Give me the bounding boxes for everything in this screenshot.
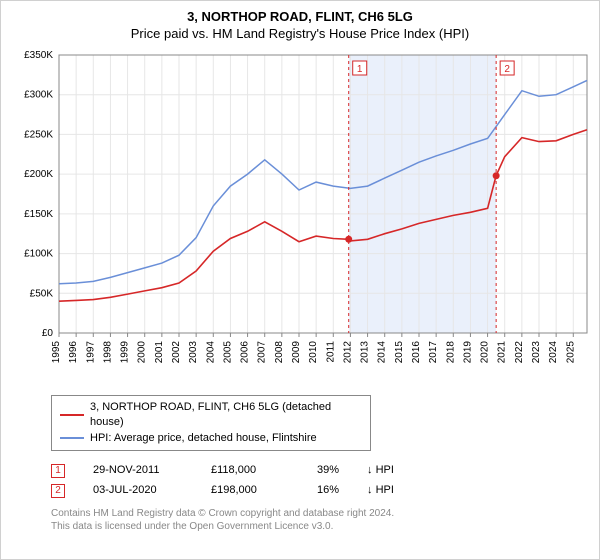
svg-text:2005: 2005 — [222, 341, 233, 364]
chart-card: 3, NORTHOP ROAD, FLINT, CH6 5LG Price pa… — [0, 0, 600, 560]
svg-text:2010: 2010 — [308, 341, 319, 364]
svg-text:1: 1 — [357, 64, 363, 75]
svg-text:£300K: £300K — [24, 90, 53, 101]
down-arrow-icon: ↓ HPI — [367, 481, 407, 501]
svg-text:2008: 2008 — [274, 341, 285, 364]
sale-pct: 39% — [299, 461, 339, 481]
svg-text:2022: 2022 — [514, 341, 525, 364]
svg-text:2011: 2011 — [325, 341, 336, 363]
legend-label: HPI: Average price, detached house, Flin… — [90, 431, 317, 446]
down-arrow-icon: ↓ HPI — [367, 461, 407, 481]
svg-text:2003: 2003 — [188, 341, 199, 364]
svg-text:2025: 2025 — [565, 341, 576, 364]
footer-text: Contains HM Land Registry data © Crown c… — [51, 507, 589, 533]
svg-text:2015: 2015 — [394, 341, 405, 364]
svg-text:2002: 2002 — [171, 341, 182, 364]
sale-price: £118,000 — [211, 461, 271, 481]
svg-text:£350K: £350K — [24, 50, 53, 61]
footer-line: This data is licensed under the Open Gov… — [51, 520, 589, 533]
legend-item: 3, NORTHOP ROAD, FLINT, CH6 5LG (detache… — [60, 400, 362, 431]
sales-table: 1 29-NOV-2011 £118,000 39% ↓ HPI 2 03-JU… — [51, 461, 589, 501]
svg-text:2013: 2013 — [360, 341, 371, 364]
footer-line: Contains HM Land Registry data © Crown c… — [51, 507, 589, 520]
table-row: 2 03-JUL-2020 £198,000 16% ↓ HPI — [51, 481, 589, 501]
svg-text:£250K: £250K — [24, 129, 53, 140]
chart-area: £0 £50K £100K £150K £200K £250K £300K £350K 1995… — [11, 49, 589, 389]
svg-text:1998: 1998 — [102, 341, 113, 364]
svg-text:£50K: £50K — [30, 288, 54, 299]
sale-pct: 16% — [299, 481, 339, 501]
svg-text:2004: 2004 — [205, 341, 216, 364]
legend-label: 3, NORTHOP ROAD, FLINT, CH6 5LG (detache… — [90, 400, 362, 431]
table-row: 1 29-NOV-2011 £118,000 39% ↓ HPI — [51, 461, 589, 481]
svg-text:£0: £0 — [42, 328, 54, 339]
svg-text:2: 2 — [504, 64, 510, 75]
sale-date: 29-NOV-2011 — [93, 461, 183, 481]
svg-text:2000: 2000 — [137, 341, 148, 364]
svg-text:£200K: £200K — [24, 169, 53, 180]
svg-text:£150K: £150K — [24, 209, 53, 220]
svg-text:2014: 2014 — [377, 341, 388, 364]
svg-text:2006: 2006 — [240, 341, 251, 364]
page-subtitle: Price paid vs. HM Land Registry's House … — [11, 26, 589, 41]
line-chart: £0 £50K £100K £150K £200K £250K £300K £350K 1995… — [11, 49, 591, 389]
legend-swatch — [60, 414, 84, 416]
svg-text:2007: 2007 — [257, 341, 268, 364]
svg-text:1999: 1999 — [120, 341, 131, 364]
svg-text:£100K: £100K — [24, 249, 53, 260]
svg-text:2012: 2012 — [342, 341, 353, 364]
legend: 3, NORTHOP ROAD, FLINT, CH6 5LG (detache… — [51, 395, 371, 451]
svg-text:2017: 2017 — [428, 341, 439, 364]
page-title: 3, NORTHOP ROAD, FLINT, CH6 5LG — [11, 9, 589, 24]
sale-date: 03-JUL-2020 — [93, 481, 183, 501]
sale-marker-icon: 1 — [51, 464, 65, 478]
svg-text:2018: 2018 — [445, 341, 456, 364]
legend-swatch — [60, 437, 84, 439]
svg-text:2019: 2019 — [462, 341, 473, 364]
svg-text:1996: 1996 — [68, 341, 79, 364]
svg-text:2020: 2020 — [480, 341, 491, 364]
svg-text:1997: 1997 — [85, 341, 96, 364]
sale-marker-icon: 2 — [51, 484, 65, 498]
svg-text:1995: 1995 — [51, 341, 62, 364]
legend-item: HPI: Average price, detached house, Flin… — [60, 431, 362, 446]
svg-text:2001: 2001 — [154, 341, 165, 364]
svg-text:2009: 2009 — [291, 341, 302, 364]
svg-text:2024: 2024 — [548, 341, 559, 364]
svg-text:2021: 2021 — [497, 341, 508, 364]
svg-text:2016: 2016 — [411, 341, 422, 364]
svg-text:2023: 2023 — [531, 341, 542, 364]
sale-price: £198,000 — [211, 481, 271, 501]
